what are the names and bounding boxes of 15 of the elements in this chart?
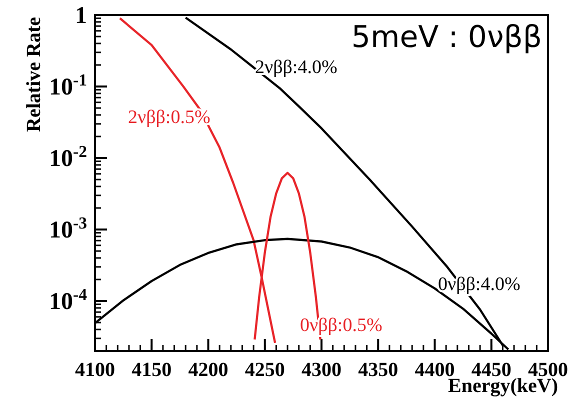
x-tick-label: 4350	[358, 359, 398, 381]
y-tick-label: 10$^{-3}$	[49, 213, 87, 244]
x-tick-label: 4150	[132, 359, 172, 381]
x-tick-label: 4250	[244, 359, 285, 381]
y-tick-label: 10$^{-2}$	[49, 142, 87, 172]
y-axis-title: Relative Rate	[23, 16, 45, 132]
y-tick-label: 10$^{-1}$	[49, 70, 87, 101]
x-tick-label: 4200	[188, 359, 228, 381]
y-tick-label: 10$^{-4}$	[49, 284, 88, 316]
annotation: 5meV : 0νββ	[351, 20, 542, 55]
x-tick-label: 4300	[302, 359, 342, 381]
x-tick-label: 4450	[471, 359, 512, 381]
series-label: 2νββ:4.0%	[255, 57, 338, 78]
y-tick-label: 1	[75, 3, 87, 29]
x-tick-label: 4100	[75, 359, 115, 381]
